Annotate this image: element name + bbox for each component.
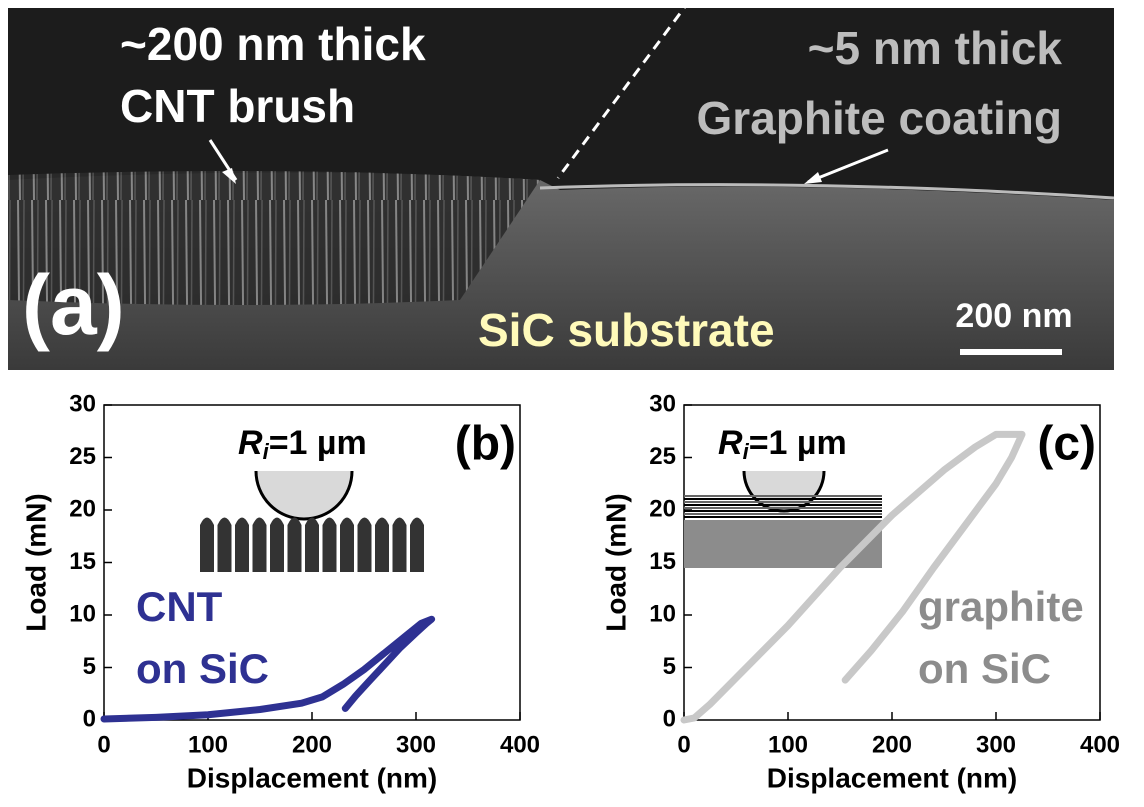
y-tick-label: 15 <box>69 548 96 575</box>
x-tick-label: 400 <box>1080 731 1120 758</box>
cnt-pillar <box>270 518 284 573</box>
x-tick-label: 100 <box>768 731 808 758</box>
annotation: CNT brush <box>120 80 355 132</box>
annotation: on SiC <box>918 645 1051 692</box>
x-tick-label: 0 <box>677 731 690 758</box>
cnt-pillar <box>340 518 354 573</box>
x-tick-label: 400 <box>500 731 540 758</box>
figure: ~200 nm thick CNT brush ~5 nm thick Grap… <box>0 0 1144 802</box>
inset-symbol: R <box>238 424 263 462</box>
cnt-pillar <box>393 518 407 573</box>
annotation: ~200 nm thick <box>120 18 426 70</box>
substrate <box>684 520 882 568</box>
y-tick-label: 10 <box>649 600 676 627</box>
sem-image: ~200 nm thick CNT brush ~5 nm thick Grap… <box>8 0 1114 370</box>
panel-label: (c) <box>1037 418 1096 471</box>
annotation: Graphite coating <box>697 92 1062 144</box>
indenter <box>256 471 352 519</box>
inset-text: =1 µm <box>749 424 847 462</box>
x-axis-label: Displacement (nm) <box>767 762 1018 793</box>
y-tick-label: 25 <box>69 443 96 470</box>
y-tick-label: 5 <box>83 653 96 680</box>
x-tick-label: 200 <box>292 731 332 758</box>
panel-label: (a) <box>22 258 125 352</box>
cnt-pillar <box>305 518 319 573</box>
y-tick-label: 0 <box>663 705 676 732</box>
panel-label: (b) <box>455 418 516 471</box>
cnt-pillar <box>375 518 389 573</box>
annotation: ~5 nm thick <box>808 22 1063 74</box>
x-tick-label: 300 <box>976 731 1016 758</box>
cnt-pillar <box>253 518 267 573</box>
x-tick-label: 300 <box>396 731 436 758</box>
annotation: on SiC <box>136 645 269 692</box>
inset-label: Ri=1 µm <box>238 424 367 464</box>
x-axis-label: Displacement (nm) <box>187 762 438 793</box>
y-tick-label: 5 <box>663 653 676 680</box>
y-axis-label: Load (mN) <box>600 493 631 631</box>
y-axis-label: Load (mN) <box>20 493 51 631</box>
inset-text: =1 µm <box>269 424 367 462</box>
y-tick-label: 30 <box>69 390 96 417</box>
y-tick-label: 10 <box>69 600 96 627</box>
cnt-pillar <box>410 518 424 573</box>
cnt-pillar <box>288 518 302 573</box>
x-tick-label: 200 <box>872 731 912 758</box>
y-tick-label: 25 <box>649 443 676 470</box>
cnt-pillar <box>200 518 214 573</box>
annotation: CNT <box>136 583 223 630</box>
y-tick-label: 20 <box>649 495 676 522</box>
cnt-pillar <box>235 518 249 573</box>
cnt-pillar <box>218 518 232 573</box>
cnt-pillar <box>323 518 337 573</box>
annotation: graphite <box>918 583 1084 630</box>
x-tick-label: 100 <box>188 731 228 758</box>
y-tick-label: 20 <box>69 495 96 522</box>
annotation: SiC substrate <box>478 304 775 356</box>
cnt-pillar <box>358 518 372 573</box>
x-tick-label: 0 <box>97 731 110 758</box>
y-tick-label: 15 <box>649 548 676 575</box>
y-tick-label: 30 <box>649 390 676 417</box>
y-tick-label: 0 <box>83 705 96 732</box>
inset-symbol: R <box>718 424 743 462</box>
inset-label: Ri=1 µm <box>718 424 847 464</box>
scale-bar-label: 200 nm <box>955 297 1072 335</box>
